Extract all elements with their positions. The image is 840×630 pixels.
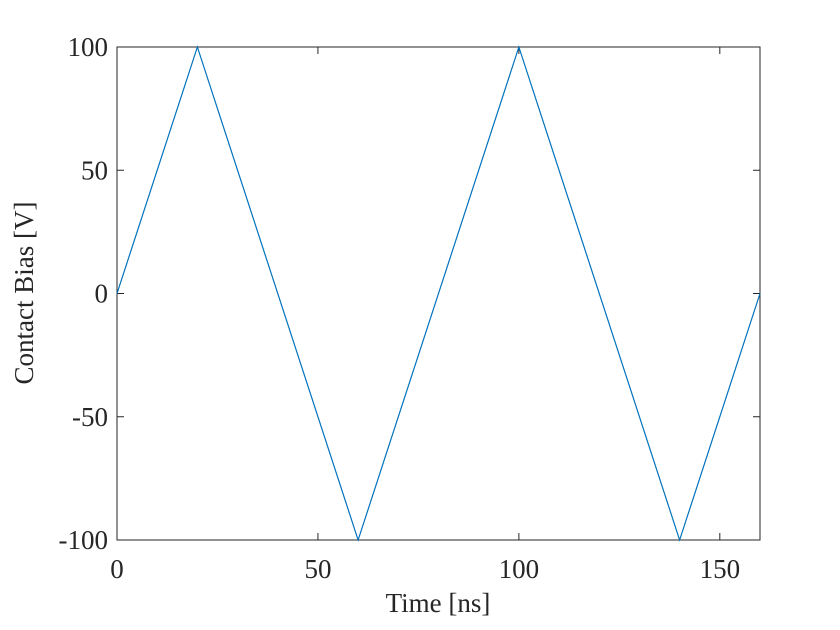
y-axis-label: Contact Bias [V] — [9, 202, 39, 385]
x-axis-label: Time [ns] — [386, 588, 491, 618]
y-tick-label: 0 — [95, 279, 109, 309]
y-tick-label: 50 — [81, 155, 108, 185]
x-tick-label: 0 — [110, 554, 124, 584]
x-tick-label: 50 — [304, 554, 331, 584]
x-tick-label: 150 — [700, 554, 741, 584]
y-tick-label: -50 — [72, 402, 108, 432]
x-tick-label: 100 — [499, 554, 540, 584]
y-tick-label: -100 — [59, 525, 109, 555]
data-line — [116, 45, 761, 542]
y-tick-label: 100 — [68, 32, 109, 62]
